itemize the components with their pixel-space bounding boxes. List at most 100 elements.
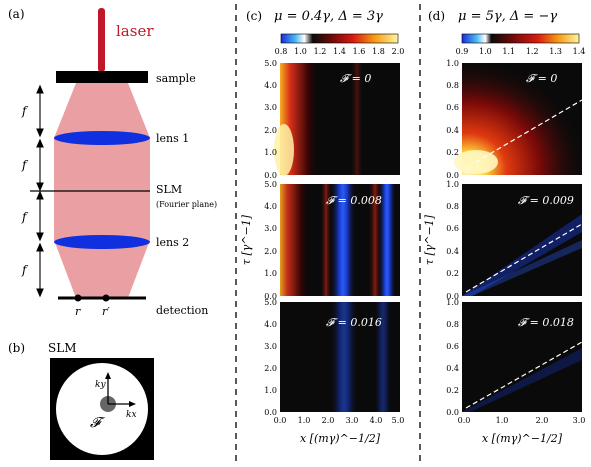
- heatmap-d3-guide: [465, 341, 583, 409]
- heatmap-d2-wedge-2: [462, 240, 582, 296]
- panel-c-x-ticks: 0.0 1.0 2.0 3.0 4.0 5.0: [274, 416, 405, 425]
- subplot-d1-label: 𝓕 = 0: [526, 72, 557, 85]
- x-tick: 3.0: [346, 416, 359, 425]
- y-tick: 0.2: [446, 269, 459, 278]
- heatmap-d1-guide: [475, 99, 583, 163]
- panel-b: (b) SLM ky kx 𝓕: [8, 341, 154, 460]
- colorbar-c-tick: 0.8: [275, 47, 288, 56]
- colorbar-d-tick: 1.4: [573, 47, 586, 56]
- y-tick: 3.0: [264, 342, 277, 351]
- colorbar-d-tick: 1.0: [479, 47, 492, 56]
- lens-2: [54, 235, 150, 249]
- panel-d-x-ticks: 0.0 1.0 2.0 3.0: [458, 416, 586, 425]
- y-tick: 0.8: [446, 202, 459, 211]
- heatmap-d3-wedge: [462, 348, 582, 412]
- y-tick: 0.8: [446, 81, 459, 90]
- kx-label: kx: [126, 410, 137, 420]
- ky-arrowhead: [105, 372, 111, 379]
- f-label-3: f: [21, 210, 29, 224]
- y-tick: 0.6: [446, 103, 459, 112]
- panel-c-subplot-3: 𝓕 = 0.016: [280, 302, 400, 412]
- y-tick: 0.4: [446, 126, 459, 135]
- lens-2-label: lens 2: [156, 236, 189, 249]
- panel-d-y-axis-label: τ [γ^−1]: [423, 214, 436, 265]
- x-tick: 1.0: [298, 416, 311, 425]
- ky-label: ky: [95, 380, 106, 390]
- colorbar-d-tick: 0.9: [456, 47, 469, 56]
- panel-b-title: SLM: [48, 341, 76, 355]
- colorbar-d-tick: 1.2: [526, 47, 539, 56]
- detector-point-r-prime: [102, 294, 110, 302]
- colorbar-d-tick: 1.1: [502, 47, 515, 56]
- x-tick: 5.0: [392, 416, 405, 425]
- y-tick: 0.0: [264, 292, 277, 301]
- f-label-4: f: [21, 263, 29, 277]
- panel-a: (a) laser sample lens 1 SLM (Fourier pla…: [8, 7, 217, 318]
- y-tick: 0.0: [446, 171, 459, 180]
- y-tick: 0.4: [446, 364, 459, 373]
- y-tick: 3.0: [264, 103, 277, 112]
- heatmap-d2-wedge: [462, 214, 582, 296]
- panel-c-x-axis-label: x [(mγ)^−1/2]: [300, 432, 381, 445]
- laser-beam: [98, 8, 105, 72]
- colorbar-d-ticks: 0.9 1.0 1.1 1.2 1.3 1.4: [456, 47, 586, 56]
- laser-label: laser: [116, 22, 154, 40]
- heatmap-c2-hot-edge: [280, 184, 310, 296]
- y-tick: 2.0: [264, 126, 277, 135]
- heatmap-c2-blue-band: [330, 184, 356, 296]
- panel-d-y-ticks: 0.0 0.2 0.4 0.6 0.8 1.0 0.0 0.2 0.4 0.6 …: [446, 59, 459, 417]
- heatmap-d2: [462, 184, 582, 296]
- y-tick: 0.0: [446, 292, 459, 301]
- f-label-2: f: [21, 158, 29, 172]
- panel-d-subplot-1: 𝓕 = 0: [454, 63, 583, 175]
- lens-1-label: lens 1: [156, 132, 189, 145]
- heatmap-c3-blue-band-2: [374, 302, 392, 412]
- colorbar-c-tick: 1.0: [294, 47, 307, 56]
- colorbar-c: [280, 33, 399, 44]
- subplot-c3-label: 𝓕 = 0.016: [326, 316, 382, 329]
- lens-1: [54, 131, 150, 145]
- colorbar-c-tick: 1.4: [333, 47, 346, 56]
- y-tick: 0.6: [446, 224, 459, 233]
- y-tick: 4.0: [264, 320, 277, 329]
- panel-a-label: (a): [8, 7, 25, 21]
- panel-d-label: (d): [428, 9, 445, 23]
- panel-c: (c) μ = 0.4γ, Δ = 3γ 0.8 1.0 1.2 1.4 1.6…: [240, 9, 404, 445]
- colorbar-c-ticks: 0.8 1.0 1.2 1.4 1.6 1.8 2.0: [275, 47, 405, 56]
- x-tick: 2.0: [536, 416, 549, 425]
- y-tick: 4.0: [264, 81, 277, 90]
- colorbar-c-tick: 2.0: [392, 47, 405, 56]
- y-tick: 1.0: [264, 269, 277, 278]
- subplot-d2-label: 𝓕 = 0.009: [518, 194, 574, 207]
- slm-label: SLM: [156, 183, 182, 196]
- panel-c-label: (c): [246, 9, 262, 23]
- kx-arrowhead: [129, 401, 136, 407]
- heatmap-d2-guide: [465, 223, 583, 293]
- panel-d-subplot-3: 𝓕 = 0.018: [462, 302, 583, 412]
- heatmap-c3-blue-band: [330, 302, 358, 412]
- y-tick: 0.2: [446, 386, 459, 395]
- y-tick: 5.0: [264, 298, 277, 307]
- panel-b-label: (b): [8, 341, 25, 355]
- y-tick: 0.2: [446, 148, 459, 157]
- r-prime-label: r′: [102, 305, 110, 318]
- colorbar-c-tick: 1.8: [372, 47, 385, 56]
- f-arrows: [36, 84, 44, 298]
- y-tick: 1.0: [264, 148, 277, 157]
- slm-sub-label: (Fourier plane): [156, 200, 217, 209]
- sample-label: sample: [156, 72, 196, 85]
- heatmap-c2-blue-band-2: [378, 184, 396, 296]
- panel-c-y-axis-label: τ [γ^−1]: [240, 214, 253, 265]
- subplot-c2-label: 𝓕 = 0.008: [326, 194, 382, 207]
- y-tick: 0.6: [446, 342, 459, 351]
- y-tick: 1.0: [446, 298, 459, 307]
- y-tick: 5.0: [264, 180, 277, 189]
- y-tick: 0.0: [264, 171, 277, 180]
- x-tick: 0.0: [274, 416, 287, 425]
- x-tick: 2.0: [322, 416, 335, 425]
- x-tick: 3.0: [573, 416, 586, 425]
- y-tick: 0.8: [446, 320, 459, 329]
- panel-c-subplot-2: 𝓕 = 0.008: [280, 184, 400, 296]
- y-tick: 1.0: [446, 59, 459, 68]
- panel-c-subplot-1: 𝓕 = 0: [274, 63, 400, 176]
